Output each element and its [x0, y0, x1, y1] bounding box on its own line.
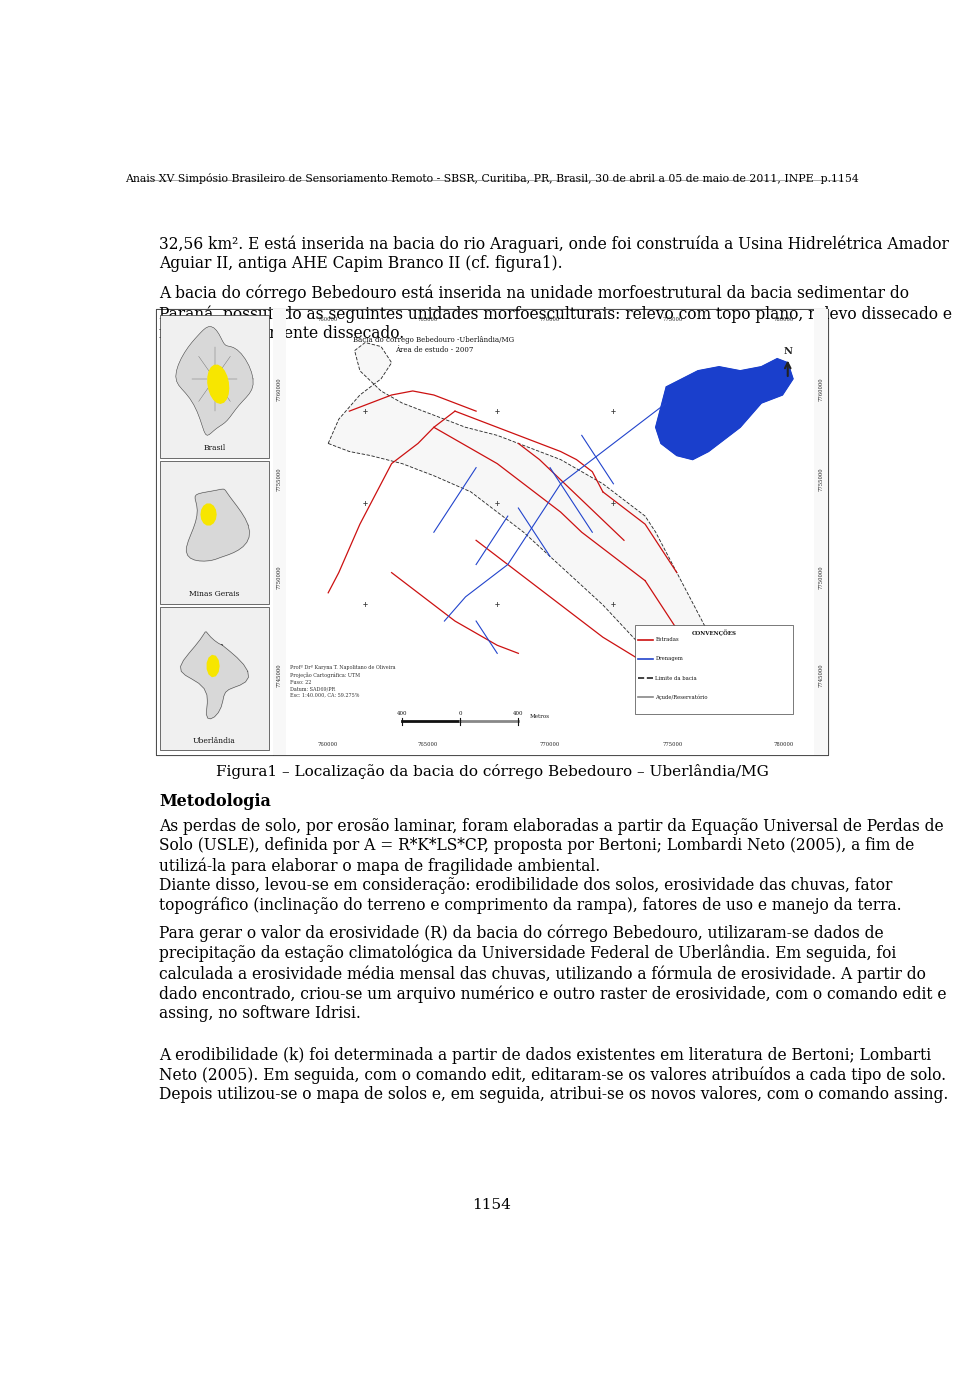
Polygon shape	[180, 632, 249, 718]
Text: Brasil: Brasil	[204, 444, 226, 453]
Text: 775000: 775000	[662, 318, 683, 322]
Text: A bacia do córrego Bebedouro está inserida na unidade morfoestrutural da bacia s: A bacia do córrego Bebedouro está inseri…	[159, 285, 952, 343]
Text: +: +	[611, 600, 616, 610]
Bar	[156, 310, 828, 755]
Text: 1154: 1154	[472, 1198, 512, 1212]
Text: +: +	[494, 407, 500, 416]
Text: 7760000: 7760000	[818, 377, 824, 402]
Text: 765000: 765000	[418, 742, 438, 747]
Text: 7760000: 7760000	[276, 377, 281, 402]
Text: Anais XV Simpósio Brasileiro de Sensoriamento Remoto - SBSR, Curitiba, PR, Brasi: Anais XV Simpósio Brasileiro de Sensoria…	[125, 173, 859, 184]
Text: 780000: 780000	[773, 318, 793, 322]
Text: +: +	[611, 499, 616, 509]
Polygon shape	[656, 359, 793, 460]
Bar	[635, 625, 793, 714]
Bar	[273, 310, 286, 755]
Polygon shape	[176, 326, 253, 435]
Text: Para gerar o valor da erosividade (R) da bacia do córrego Bebedouro, utilizaram-: Para gerar o valor da erosividade (R) da…	[159, 925, 947, 1022]
Text: Metros: Metros	[530, 714, 549, 720]
Bar	[160, 315, 269, 458]
Polygon shape	[186, 488, 250, 561]
Text: 760000: 760000	[318, 742, 338, 747]
Text: 780000: 780000	[773, 742, 793, 747]
Text: N: N	[783, 347, 792, 355]
Bar	[160, 461, 269, 604]
Text: 7745000: 7745000	[276, 663, 281, 687]
Bar	[160, 607, 269, 750]
Text: 7750000: 7750000	[276, 566, 281, 589]
Text: +: +	[494, 499, 500, 509]
Text: Uberlândia: Uberlândia	[193, 736, 236, 744]
Bar	[156, 310, 273, 755]
Text: As perdas de solo, por erosão laminar, foram elaboradas a partir da Equação Univ: As perdas de solo, por erosão laminar, f…	[159, 817, 944, 875]
Text: 400: 400	[396, 711, 407, 716]
Text: Limite da bacia: Limite da bacia	[656, 676, 697, 681]
Text: Minas Gerais: Minas Gerais	[189, 590, 240, 599]
Text: Drenagem: Drenagem	[656, 656, 684, 662]
Text: 7745000: 7745000	[818, 663, 824, 687]
Text: 0: 0	[459, 711, 462, 716]
Text: +: +	[363, 600, 368, 610]
Text: Diante disso, levou-se em consideração: erodibilidade dos solos, erosividade das: Diante disso, levou-se em consideração: …	[159, 877, 902, 914]
Bar	[273, 310, 828, 755]
Text: CONVENÇÕES: CONVENÇÕES	[691, 629, 736, 636]
Text: +: +	[611, 407, 616, 416]
Text: 7755000: 7755000	[818, 466, 824, 490]
Polygon shape	[201, 504, 216, 524]
Text: 7750000: 7750000	[818, 566, 824, 589]
Text: 400: 400	[513, 711, 523, 716]
Text: 770000: 770000	[540, 742, 561, 747]
Text: Bacia do córrego Bebedouro -Uberlândia/MG
Área de estudo - 2007: Bacia do córrego Bebedouro -Uberlândia/M…	[353, 336, 515, 354]
Text: 765000: 765000	[418, 318, 438, 322]
Text: Estradas: Estradas	[656, 637, 679, 643]
Text: 7755000: 7755000	[276, 466, 281, 490]
Polygon shape	[208, 365, 228, 403]
Bar	[814, 310, 828, 755]
Text: +: +	[363, 407, 368, 416]
Text: Açude/Reservatório: Açude/Reservatório	[656, 695, 708, 700]
Text: 760000: 760000	[318, 318, 338, 322]
Text: 770000: 770000	[540, 318, 561, 322]
Text: 775000: 775000	[662, 742, 683, 747]
Text: A erodibilidade (k) foi determinada a partir de dados existentes em literatura d: A erodibilidade (k) foi determinada a pa…	[159, 1047, 948, 1104]
Text: +: +	[363, 499, 368, 509]
Text: Figura1 – Localização da bacia do córrego Bebedouro – Uberlândia/MG: Figura1 – Localização da bacia do córreg…	[216, 764, 768, 779]
Polygon shape	[207, 655, 219, 677]
Text: Profª Drª Karyna T. Napolitano de Oliveira
Projeção Cartográfica: UTM
Fuso: 22
D: Profª Drª Karyna T. Napolitano de Olivei…	[290, 666, 396, 698]
Text: +: +	[494, 600, 500, 610]
Text: 32,56 km². E está inserida na bacia do rio Araguari, onde foi construída a Usina: 32,56 km². E está inserida na bacia do r…	[159, 235, 949, 272]
Text: Metodologia: Metodologia	[159, 794, 272, 810]
Polygon shape	[328, 343, 740, 706]
